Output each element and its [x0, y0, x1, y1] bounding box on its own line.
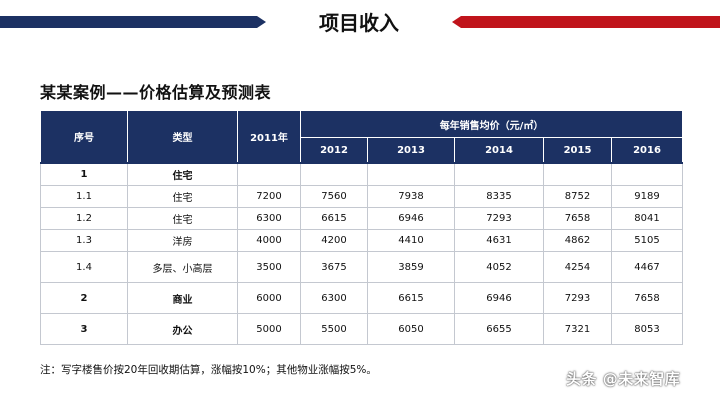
header-seq: 序号: [40, 110, 128, 164]
cell-value: [454, 162, 544, 186]
header-year: 2016: [610, 137, 684, 164]
cell-value: 6946: [367, 207, 455, 230]
cell-type: 多层、小高层: [127, 251, 238, 283]
cell-value: 5105: [610, 229, 684, 252]
cell-seq: 1: [40, 162, 128, 186]
cell-value: 7938: [367, 185, 455, 208]
cell-value: 8752: [543, 185, 612, 208]
header-annual-avg-price: 每年销售均价（元/㎡）: [299, 110, 684, 138]
cell-value: [300, 162, 368, 186]
cell-type: 住宅: [127, 207, 238, 230]
cell-value: 7293: [543, 282, 612, 314]
cell-value: 4052: [454, 251, 544, 283]
cell-2011: [237, 162, 301, 186]
cell-value: 4254: [543, 251, 612, 283]
cell-value: 8335: [454, 185, 544, 208]
cell-value: [543, 162, 612, 186]
cell-value: 3675: [300, 251, 368, 283]
table-row: 1 住宅: [40, 162, 684, 186]
cell-value: 8041: [610, 207, 684, 230]
table-row: 3 办公 5000 5500 6050 6655 7321 8053: [40, 313, 684, 345]
watermark: 头条 @未来智库: [566, 370, 681, 388]
cell-seq: 1.3: [40, 229, 128, 252]
cell-value: 6300: [300, 282, 368, 314]
price-forecast-table: 序号 类型 2011年 每年销售均价（元/㎡） 2012 2013 2014 2…: [40, 110, 684, 345]
cell-value: 6655: [454, 313, 544, 345]
header-year: 2014: [454, 137, 544, 164]
table-row: 1.4 多层、小高层 3500 3675 3859 4052 4254 4467: [40, 251, 684, 283]
header-type: 类型: [127, 110, 238, 164]
cell-value: 7321: [543, 313, 612, 345]
cell-value: 4200: [300, 229, 368, 252]
cell-value: 7560: [300, 185, 368, 208]
header-2011: 2011年: [237, 110, 301, 164]
cell-value: 7658: [610, 282, 684, 314]
cell-value: 9189: [610, 185, 684, 208]
cell-seq: 1.2: [40, 207, 128, 230]
cell-type: 商业: [127, 282, 238, 314]
header-band-left: [0, 16, 266, 28]
header-year: 2015: [543, 137, 612, 164]
cell-value: 8053: [610, 313, 684, 345]
section-title: 某某案例——价格估算及预测表: [40, 83, 272, 102]
cell-2011: 6300: [237, 207, 301, 230]
cell-type: 办公: [127, 313, 238, 345]
cell-2011: 3500: [237, 251, 301, 283]
cell-value: 7658: [543, 207, 612, 230]
table-row: 1.3 洋房 4000 4200 4410 4631 4862 5105: [40, 229, 684, 252]
footnote: 注：写字楼售价按20年回收期估算，涨幅按10%；其他物业涨幅按5%。: [40, 364, 377, 376]
cell-type: 住宅: [127, 162, 238, 186]
cell-value: 6050: [367, 313, 455, 345]
cell-type: 洋房: [127, 229, 238, 252]
slide-title: 项目收入: [319, 11, 399, 35]
cell-value: [610, 162, 684, 186]
header-year: 2013: [367, 137, 455, 164]
cell-value: [367, 162, 455, 186]
cell-2011: 4000: [237, 229, 301, 252]
cell-value: 4467: [610, 251, 684, 283]
cell-2011: 6000: [237, 282, 301, 314]
cell-value: 7293: [454, 207, 544, 230]
cell-value: 6615: [367, 282, 455, 314]
cell-seq: 2: [40, 282, 128, 314]
cell-seq: 1.1: [40, 185, 128, 208]
cell-value: 4862: [543, 229, 612, 252]
cell-seq: 3: [40, 313, 128, 345]
table-row: 1.1 住宅 7200 7560 7938 8335 8752 9189: [40, 185, 684, 208]
cell-seq: 1.4: [40, 251, 128, 283]
table-row: 2 商业 6000 6300 6615 6946 7293 7658: [40, 282, 684, 314]
header-year: 2012: [300, 137, 368, 164]
cell-value: 6946: [454, 282, 544, 314]
cell-type: 住宅: [127, 185, 238, 208]
cell-value: 4410: [367, 229, 455, 252]
cell-value: 3859: [367, 251, 455, 283]
header-band-right: [452, 16, 720, 28]
cell-value: 5500: [300, 313, 368, 345]
cell-2011: 5000: [237, 313, 301, 345]
cell-2011: 7200: [237, 185, 301, 208]
table-row: 1.2 住宅 6300 6615 6946 7293 7658 8041: [40, 207, 684, 230]
cell-value: 4631: [454, 229, 544, 252]
cell-value: 6615: [300, 207, 368, 230]
